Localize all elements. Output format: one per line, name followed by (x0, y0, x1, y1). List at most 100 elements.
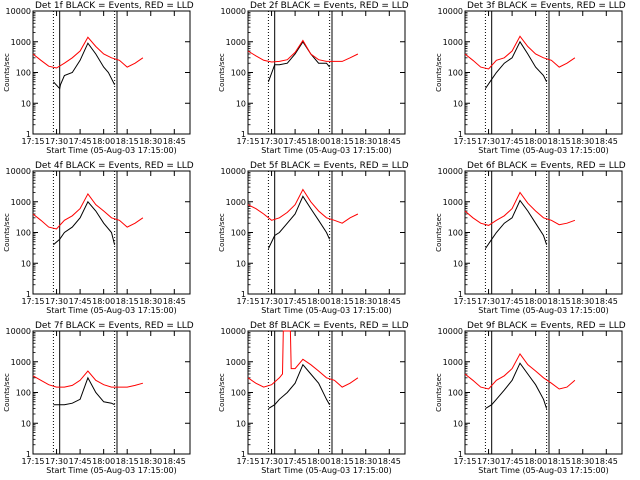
panel-det-5f: Det 5f BLACK = Events, RED = LLD 1 10 100 10… (218, 161, 409, 315)
panel-det-3f: Det 3f BLACK = Events, RED = LLD 1 10 100 10… (435, 1, 626, 155)
x-tick-label: 18:00 (92, 297, 115, 306)
panel-det-4f: Det 4f BLACK = Events, RED = LLD 1 10 100 10… (3, 161, 194, 315)
x-tick-label: 18:30 (354, 457, 377, 466)
x-tick-label: 18:30 (571, 297, 594, 306)
x-tick-label: 17:15 (236, 457, 259, 466)
x-tick-label: 18:15 (331, 137, 354, 146)
y-tick-label: 1 (458, 130, 463, 139)
y-tick-label: 1000 (226, 38, 246, 47)
x-tick-label: 18:00 (92, 457, 115, 466)
panel-title: Det 9f BLACK = Events, RED = LLD (467, 321, 626, 331)
x-axis-label: Start Time (05-Aug-03 17:15:00) (46, 306, 177, 315)
panel-det-1f: Det 1f BLACK = Events, RED = LLD 1 10 100 10… (3, 1, 194, 155)
x-tick-label: 18:30 (571, 457, 594, 466)
lld-series-line (464, 352, 576, 390)
x-tick-label: 17:30 (45, 297, 68, 306)
x-tick-label: 17:45 (69, 457, 92, 466)
y-axis-label: Counts/sec (218, 53, 226, 92)
y-tick-label: 1000 (11, 198, 31, 207)
y-tick-label: 100 (448, 229, 463, 238)
x-tick-label: 17:30 (45, 457, 68, 466)
y-axis-label: Counts/sec (3, 373, 11, 412)
panel-det-2f: Det 2f BLACK = Events, RED = LLD 1 10 100 10… (218, 1, 409, 155)
y-axis-label: Counts/sec (3, 53, 11, 92)
x-tick-label: 18:30 (139, 137, 162, 146)
x-tick-label: 18:00 (307, 457, 330, 466)
y-tick-label: 1 (241, 290, 246, 299)
x-tick-label: 18:45 (163, 137, 186, 146)
y-axis-label: Counts/sec (435, 53, 443, 92)
lld-series-line (464, 35, 576, 70)
x-tick-label: 17:30 (477, 137, 500, 146)
y-tick-label: 10 (453, 419, 463, 428)
x-tick-label: 18:00 (524, 457, 547, 466)
x-tick-label: 18:15 (548, 457, 571, 466)
y-tick-label: 10 (236, 419, 246, 428)
x-axis-label: Start Time (05-Aug-03 17:15:00) (46, 146, 177, 155)
y-tick-label: 1 (458, 450, 463, 459)
x-axis-label: Start Time (05-Aug-03 17:15:00) (261, 146, 392, 155)
lld-series-line (247, 39, 359, 63)
y-tick-label: 10000 (6, 167, 31, 176)
y-tick-label: 1000 (443, 198, 463, 207)
lld-series-line (32, 192, 144, 230)
x-tick-label: 17:45 (69, 297, 92, 306)
x-tick-label: 18:45 (378, 457, 401, 466)
events-series-line (267, 40, 330, 82)
events-series-line (484, 40, 548, 89)
y-tick-label: 1000 (11, 358, 31, 367)
x-tick-label: 18:15 (116, 137, 139, 146)
y-tick-label: 10 (453, 259, 463, 268)
y-tick-label: 10 (453, 99, 463, 108)
x-tick-label: 18:45 (595, 297, 618, 306)
x-tick-label: 18:15 (548, 137, 571, 146)
panel-title: Det 3f BLACK = Events, RED = LLD (467, 1, 626, 11)
y-tick-label: 10 (21, 259, 31, 268)
x-tick-label: 18:45 (378, 297, 401, 306)
x-tick-label: 18:00 (524, 137, 547, 146)
panel-title: Det 4f BLACK = Events, RED = LLD (35, 161, 194, 171)
x-tick-label: 17:45 (284, 297, 307, 306)
x-axis-label: Start Time (05-Aug-03 17:15:00) (46, 466, 177, 475)
y-tick-label: 10000 (438, 327, 463, 336)
lld-series-line (247, 188, 359, 224)
x-tick-label: 17:15 (236, 297, 259, 306)
x-tick-label: 18:45 (378, 137, 401, 146)
x-tick-label: 17:45 (501, 137, 524, 146)
y-tick-label: 10000 (6, 7, 31, 16)
lld-series-line (32, 370, 144, 388)
x-tick-label: 17:15 (21, 457, 44, 466)
x-tick-label: 18:30 (354, 137, 377, 146)
events-series-line (484, 199, 548, 249)
x-tick-label: 18:15 (116, 297, 139, 306)
panel-title: Det 1f BLACK = Events, RED = LLD (35, 1, 194, 11)
x-tick-label: 17:30 (45, 137, 68, 146)
panel-title: Det 6f BLACK = Events, RED = LLD (467, 161, 626, 171)
x-axis-label: Start Time (05-Aug-03 17:15:00) (478, 146, 609, 155)
panel-det-8f: Det 8f BLACK = Events, RED = LLD 1 10 100 10… (218, 321, 409, 475)
y-tick-label: 100 (16, 389, 31, 398)
events-series-line (53, 42, 116, 90)
x-tick-label: 18:30 (354, 297, 377, 306)
x-axis-label: Start Time (05-Aug-03 17:15:00) (478, 466, 609, 475)
x-tick-label: 18:00 (307, 137, 330, 146)
events-series-line (485, 362, 548, 410)
events-series-line (53, 376, 115, 406)
x-tick-label: 18:45 (595, 137, 618, 146)
x-tick-label: 18:30 (571, 137, 594, 146)
x-tick-label: 18:45 (163, 457, 186, 466)
events-series-line (53, 200, 116, 246)
x-tick-label: 17:30 (260, 137, 283, 146)
x-tick-label: 18:30 (139, 297, 162, 306)
y-tick-label: 1 (26, 290, 31, 299)
x-tick-label: 17:30 (477, 297, 500, 306)
x-tick-label: 17:45 (284, 457, 307, 466)
x-tick-label: 18:00 (92, 137, 115, 146)
panel-title: Det 5f BLACK = Events, RED = LLD (250, 161, 409, 171)
x-tick-label: 17:15 (21, 297, 44, 306)
x-tick-label: 17:45 (284, 137, 307, 146)
x-axis-label: Start Time (05-Aug-03 17:15:00) (478, 306, 609, 315)
y-tick-label: 100 (231, 69, 246, 78)
y-axis-label: Counts/sec (435, 373, 443, 412)
